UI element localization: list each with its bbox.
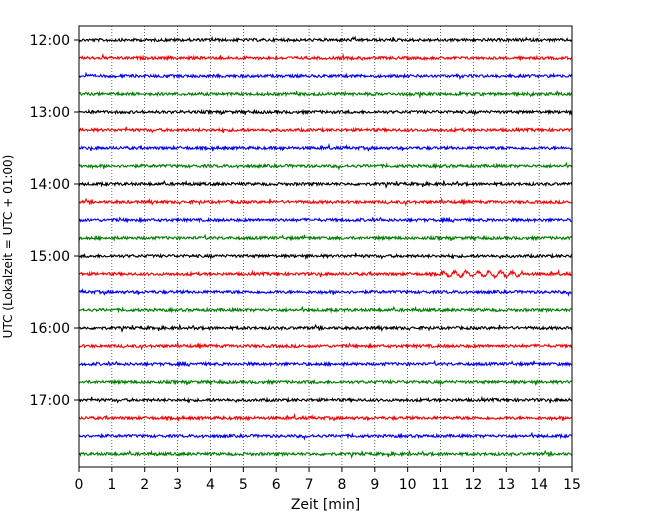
trace-line [78, 431, 573, 441]
trace-line [78, 323, 573, 333]
y-tick-label: 17:00 [30, 393, 70, 409]
trace-line [78, 126, 573, 134]
trace-line [78, 268, 573, 280]
x-tick-label: 8 [337, 477, 346, 493]
trace-line [78, 378, 573, 387]
y-axis-ticks: 12:00 13:00 14:00 15:00 16:00 17:00 [30, 33, 79, 409]
y-tick-label: 16:00 [30, 321, 70, 337]
trace-line [78, 288, 573, 297]
y-tick-label: 15:00 [30, 249, 70, 265]
x-tick-label: 6 [272, 477, 281, 493]
trace-line [78, 449, 573, 459]
x-tick-label: 14 [530, 477, 548, 493]
x-tick-label: 12 [464, 477, 482, 493]
trace-line [78, 71, 573, 81]
y-tick-label: 14:00 [30, 177, 70, 193]
x-tick-label: 1 [107, 477, 116, 493]
x-tick-label: 15 [563, 477, 581, 493]
trace-line [78, 252, 573, 261]
trace-line [78, 395, 573, 404]
trace-line [78, 216, 572, 224]
x-tick-label: 4 [206, 477, 215, 493]
y-axis-label: UTC (Lokalzeit = UTC + 01:00) [1, 155, 15, 339]
x-tick-label: 11 [432, 477, 450, 493]
trace-line [78, 142, 573, 152]
x-axis-label: Zeit [min] [291, 497, 360, 513]
trace-line [78, 341, 573, 351]
trace-line [78, 35, 573, 44]
x-tick-label: 9 [370, 477, 379, 493]
trace-line [78, 108, 573, 117]
x-tick-label: 10 [399, 477, 417, 493]
trace-line [78, 89, 573, 99]
x-tick-label: 2 [140, 477, 149, 493]
trace-line [78, 52, 573, 62]
trace-line [78, 161, 573, 171]
x-tick-label: 7 [305, 477, 314, 493]
x-tick-label: 3 [173, 477, 182, 493]
trace-line [78, 412, 573, 422]
plot-frame [78, 25, 573, 468]
trace-line [78, 233, 573, 242]
trace-line [78, 305, 573, 314]
x-tick-label: 5 [239, 477, 248, 493]
x-tick-label: 0 [75, 477, 84, 493]
y-tick-label: 13:00 [30, 105, 70, 121]
trace-line [78, 197, 573, 207]
x-axis-ticks: 0 1 2 3 4 5 6 7 8 9 10 11 12 13 14 15 [75, 467, 581, 493]
trace-line [78, 359, 572, 368]
seismic-traces [78, 35, 573, 459]
x-tick-label: 13 [497, 477, 515, 493]
y-tick-label: 12:00 [30, 33, 70, 49]
trace-line [78, 179, 573, 189]
